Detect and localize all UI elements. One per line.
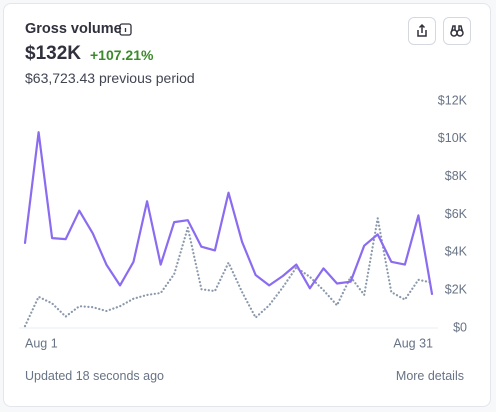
- x-tick-label: Aug 31: [393, 336, 433, 350]
- updated-note: Updated 18 seconds ago: [25, 369, 164, 383]
- x-tick-label: Aug 1: [25, 336, 58, 350]
- total-value: $132K: [25, 43, 81, 64]
- y-tick-label: $10K: [438, 131, 468, 145]
- previous-period: $63,723.43 previous period: [25, 70, 195, 86]
- share-button[interactable]: [408, 17, 436, 45]
- y-tick-label: $6K: [445, 207, 468, 221]
- binoculars-icon: [450, 25, 464, 37]
- change-percent: +107.21%: [90, 47, 154, 63]
- y-tick-label: $0: [453, 320, 467, 334]
- info-icon: [119, 23, 132, 36]
- series-line: [23, 131, 434, 295]
- series-line: [23, 217, 434, 328]
- more-details-link[interactable]: More details: [395, 369, 464, 383]
- y-tick-label: $2K: [445, 282, 468, 296]
- card: [3, 3, 491, 407]
- y-tick-label: $12K: [438, 93, 468, 107]
- y-tick-label: $8K: [445, 169, 468, 183]
- y-tick-label: $4K: [445, 245, 468, 259]
- share-icon: [417, 23, 427, 37]
- card-title: Gross volume: [25, 21, 122, 37]
- explore-button[interactable]: [443, 17, 471, 45]
